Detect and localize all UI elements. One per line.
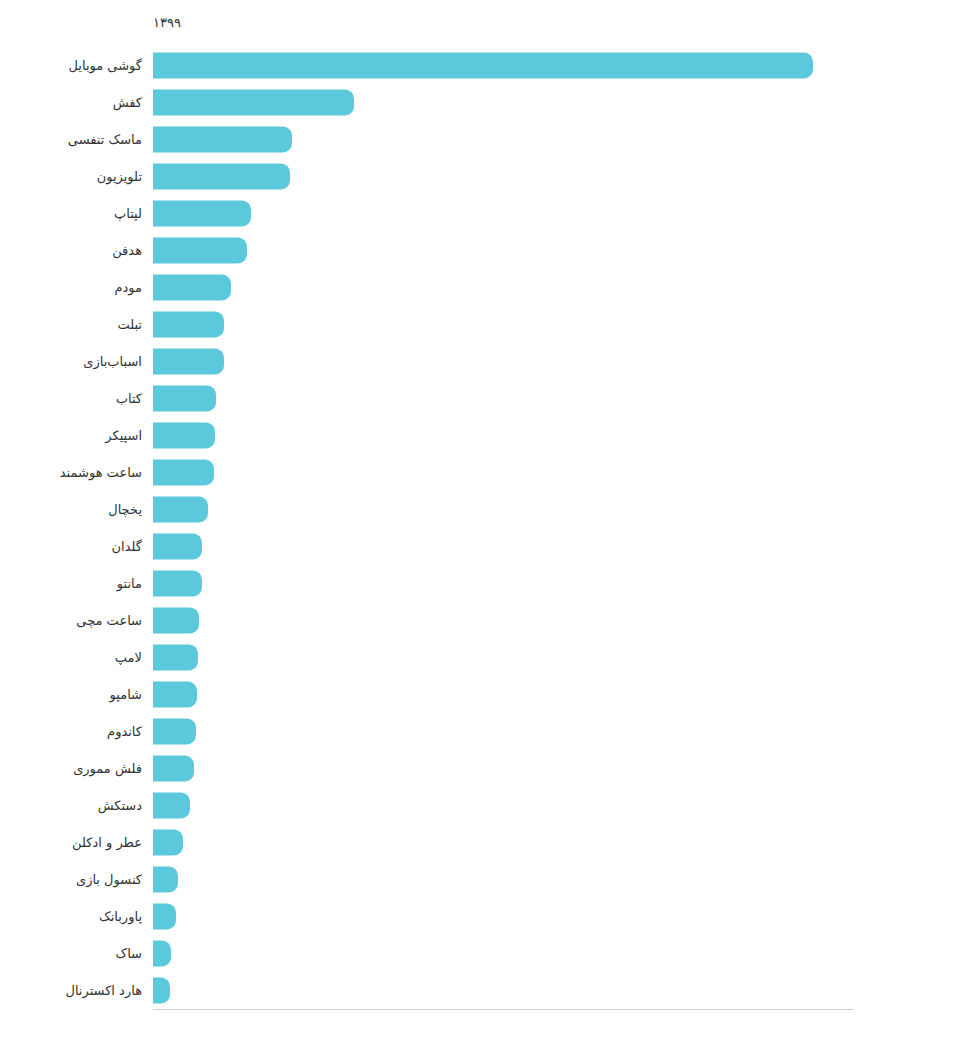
svg-text:۱۳۹۹: ۱۳۹۹: [153, 15, 181, 30]
svg-text:شامپو: شامپو: [109, 687, 142, 703]
svg-text:لامپ: لامپ: [115, 650, 142, 665]
svg-text:گلدان: گلدان: [112, 539, 143, 554]
svg-text:عطر و ادکلن: عطر و ادکلن: [72, 835, 142, 851]
svg-text:اسباب‌بازی: اسباب‌بازی: [83, 354, 142, 370]
svg-text:یخچال: یخچال: [108, 502, 142, 517]
svg-text:کنسول بازی: کنسول بازی: [76, 872, 143, 888]
svg-text:کاندوم: کاندوم: [107, 724, 143, 740]
svg-text:کتاب: کتاب: [116, 391, 143, 406]
svg-text:دستکش: دستکش: [98, 798, 143, 814]
svg-text:ماسک تنفسی: ماسک تنفسی: [68, 132, 142, 147]
svg-text:مانتو: مانتو: [116, 576, 142, 592]
svg-text:هدفن: هدفن: [112, 243, 142, 259]
svg-text:گوشی موبایل: گوشی موبایل: [69, 58, 143, 74]
svg-text:کفش: کفش: [113, 95, 143, 111]
svg-text:لپتاپ: لپتاپ: [114, 206, 142, 221]
svg-text:هارد اکسترنال: هارد اکسترنال: [65, 983, 142, 999]
svg-text:ساعت هوشمند: ساعت هوشمند: [60, 465, 142, 481]
svg-text:فلش مموری: فلش مموری: [73, 761, 142, 777]
svg-text:مودم: مودم: [114, 280, 142, 296]
svg-text:اسپیکر: اسپیکر: [104, 428, 142, 444]
svg-text:پاوربانک: پاوربانک: [99, 909, 142, 925]
svg-text:ساک: ساک: [116, 946, 143, 961]
svg-text:تبلت: تبلت: [117, 317, 142, 332]
svg-text:ساعت مچی: ساعت مچی: [76, 613, 142, 628]
svg-text:تلویزیون: تلویزیون: [97, 169, 143, 185]
